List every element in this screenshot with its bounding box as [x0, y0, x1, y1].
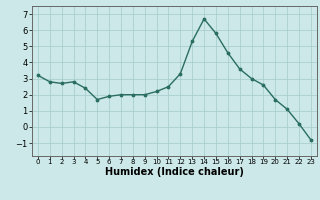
X-axis label: Humidex (Indice chaleur): Humidex (Indice chaleur)	[105, 167, 244, 177]
